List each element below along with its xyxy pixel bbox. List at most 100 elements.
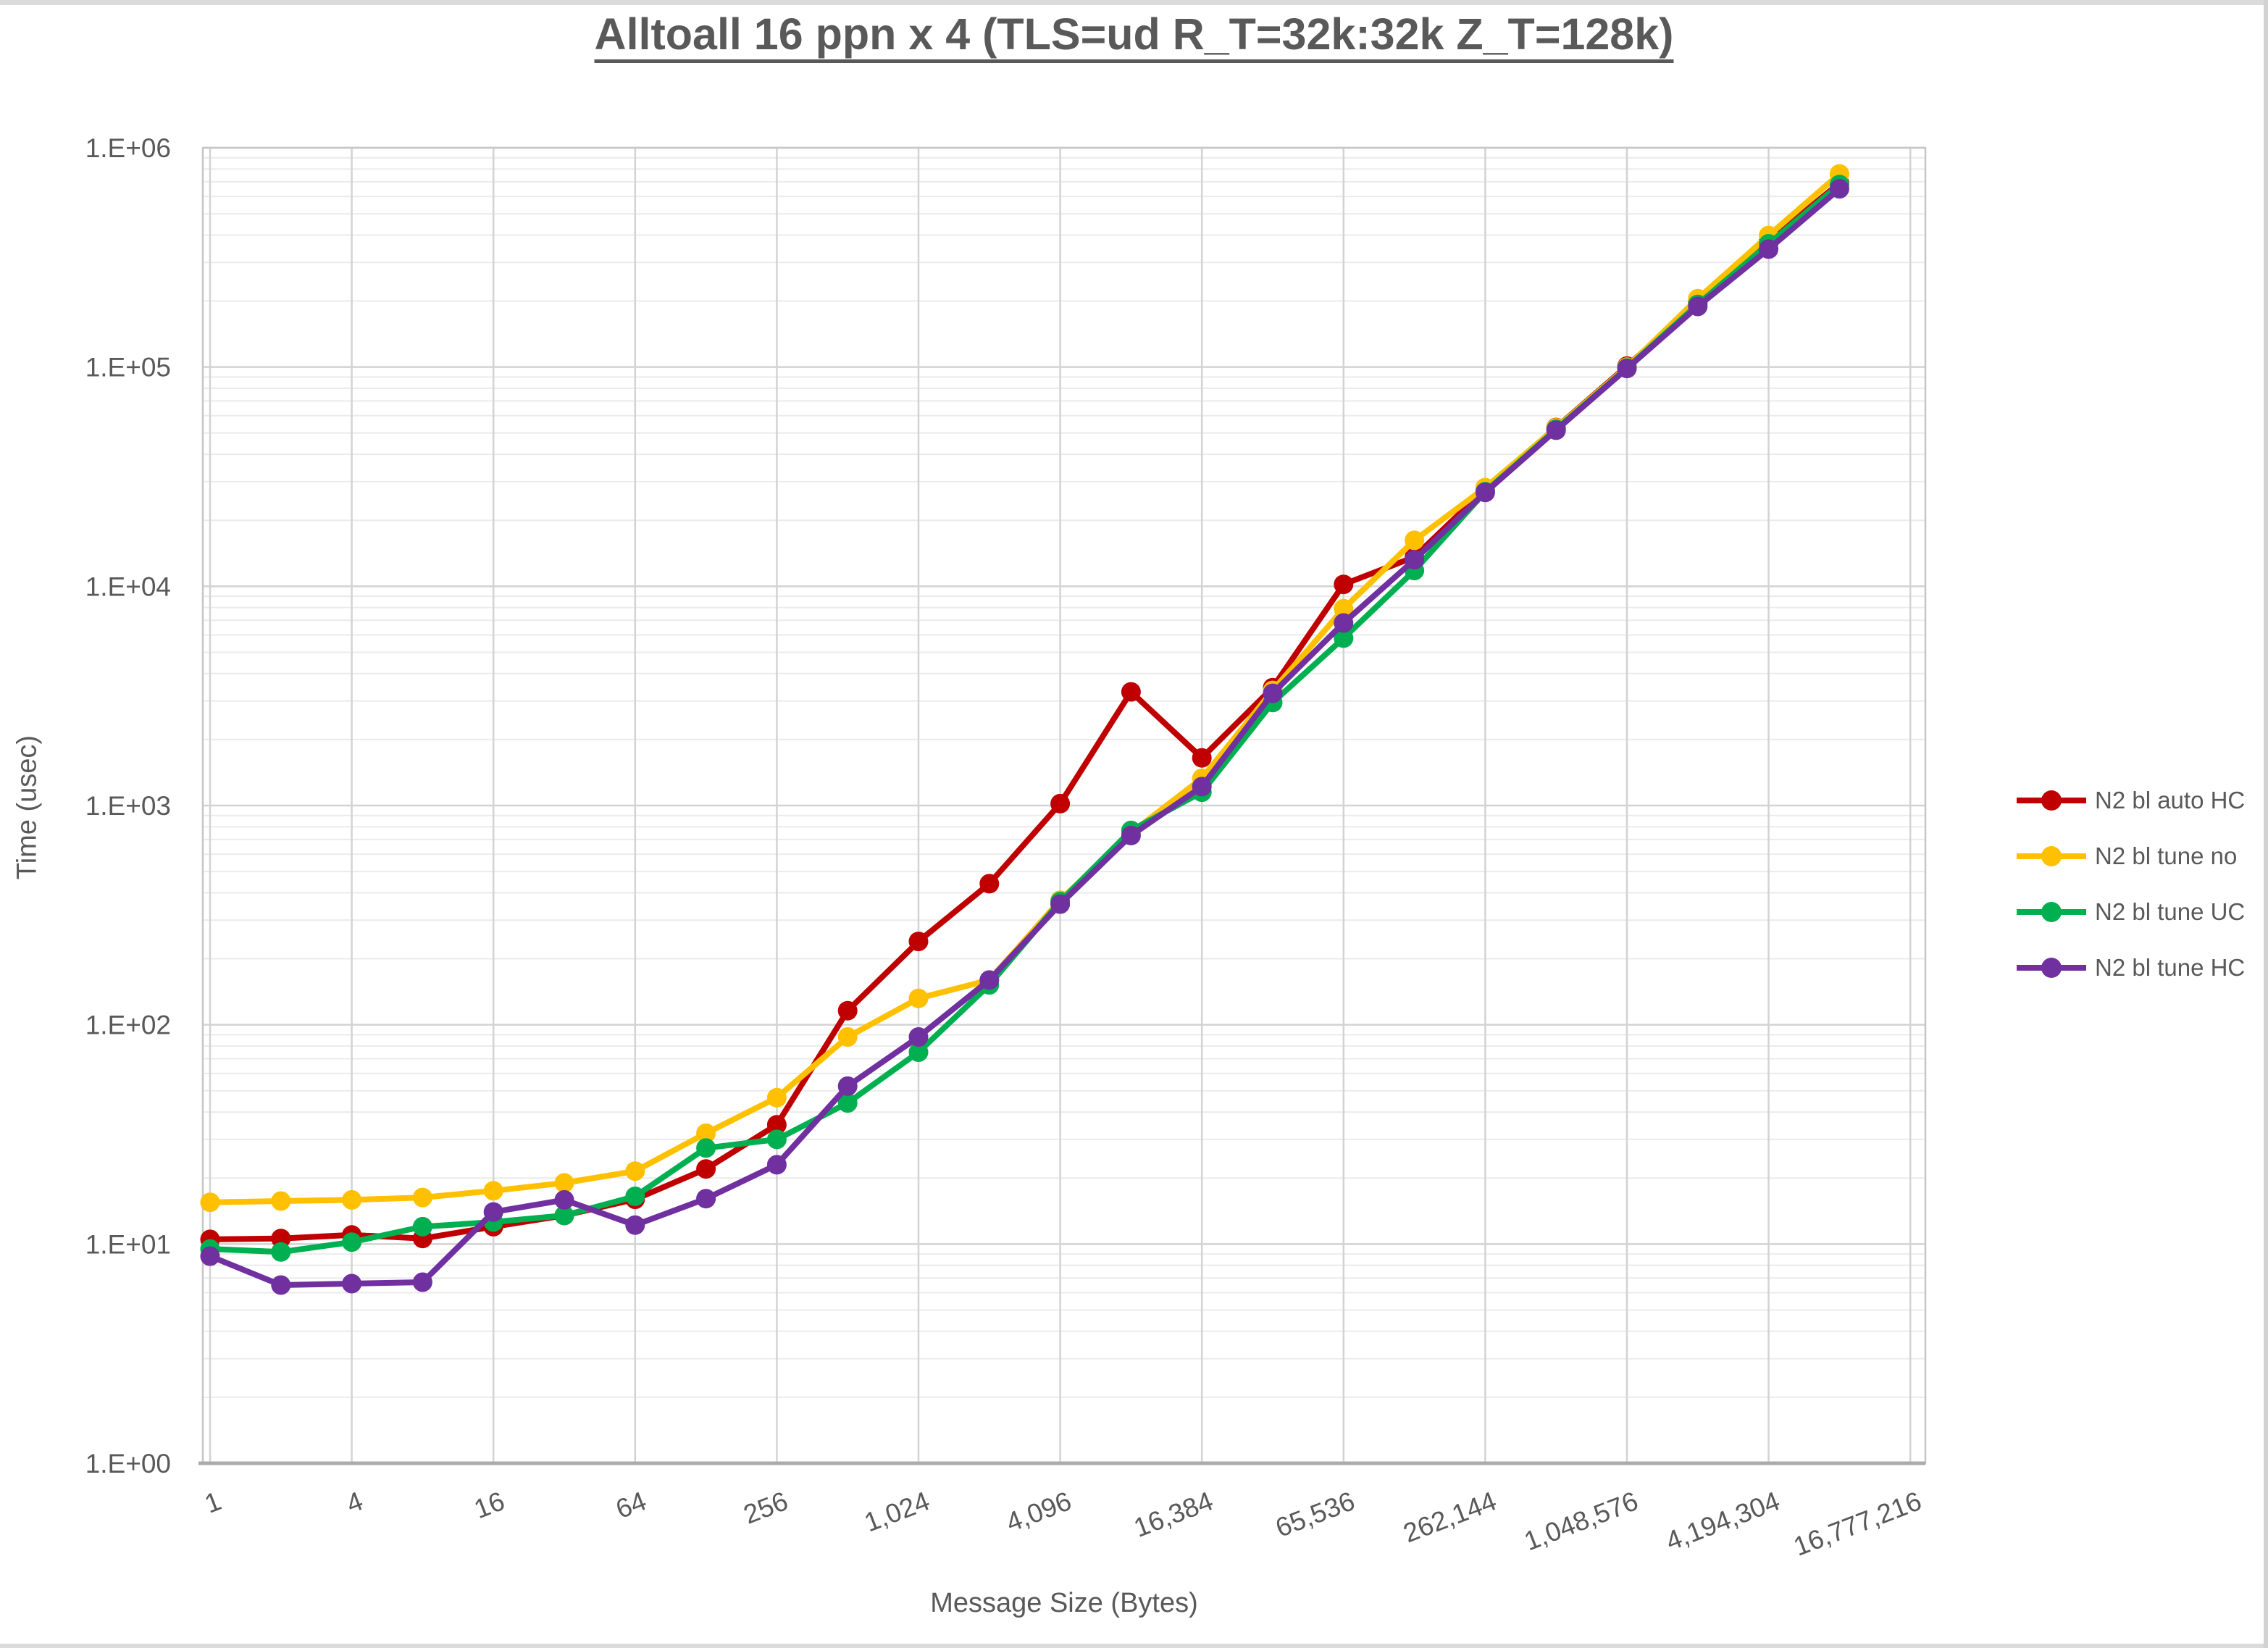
legend-marker-icon bbox=[2017, 957, 2086, 978]
data-point bbox=[908, 988, 929, 1008]
data-point bbox=[1405, 550, 1425, 570]
legend-item-n2-bl-tune-uc: N2 bl tune UC bbox=[2015, 884, 2265, 940]
data-point bbox=[200, 1192, 220, 1213]
data-point bbox=[979, 970, 1000, 990]
data-point bbox=[342, 1273, 362, 1294]
x-tick-label: 16,777,216 bbox=[1789, 1486, 1925, 1562]
data-point bbox=[908, 1042, 929, 1062]
x-tick-label: 1 bbox=[201, 1486, 225, 1519]
data-point bbox=[837, 1093, 858, 1113]
data-point bbox=[766, 1129, 787, 1150]
series-line-n2-bl-tune-hc bbox=[207, 185, 1843, 1288]
data-point bbox=[342, 1189, 362, 1210]
legend-label: N2 bl auto HC bbox=[2095, 786, 2246, 813]
data-point bbox=[625, 1161, 645, 1181]
y-tick-label: 1.E+04 bbox=[85, 572, 171, 601]
data-point bbox=[1829, 179, 1849, 199]
data-point bbox=[483, 1181, 503, 1201]
x-tick-label: 262,144 bbox=[1399, 1486, 1501, 1548]
data-point bbox=[1334, 598, 1354, 619]
data-point bbox=[554, 1173, 574, 1193]
window-edge-bottom bbox=[0, 1644, 2268, 1648]
y-tick-label: 1.E+02 bbox=[85, 1011, 171, 1040]
legend: N2 bl auto HC N2 bl tune no N2 bl tune UC N… bbox=[2015, 772, 2265, 995]
data-point bbox=[696, 1189, 716, 1209]
data-point bbox=[837, 1076, 858, 1096]
x-tick-label: 1,024 bbox=[861, 1486, 934, 1537]
x-tick-label: 16 bbox=[470, 1486, 509, 1524]
legend-label: N2 bl tune UC bbox=[2095, 898, 2246, 925]
legend-label: N2 bl tune HC bbox=[2095, 953, 2246, 981]
legend-item-n2-bl-tune-hc: N2 bl tune HC bbox=[2015, 940, 2265, 995]
y-axis-title: Time (usec) bbox=[12, 735, 43, 880]
x-tick-label: 4,096 bbox=[1002, 1486, 1075, 1537]
series-line-n2-bl-auto-hc bbox=[207, 180, 1843, 1242]
data-point bbox=[1121, 825, 1141, 845]
data-point bbox=[696, 1123, 716, 1143]
data-point bbox=[625, 1187, 645, 1206]
data-point bbox=[1546, 420, 1566, 440]
y-tick-label: 1.E+01 bbox=[85, 1229, 171, 1259]
y-tick-label: 1.E+05 bbox=[85, 353, 171, 382]
data-point bbox=[908, 932, 929, 952]
data-point bbox=[979, 874, 1000, 894]
data-point bbox=[1334, 613, 1354, 633]
data-point bbox=[412, 1216, 432, 1237]
data-point bbox=[696, 1159, 716, 1179]
data-point bbox=[1688, 296, 1708, 317]
legend-item-n2-bl-auto-hc: N2 bl auto HC bbox=[2015, 772, 2265, 828]
data-point bbox=[1263, 683, 1283, 703]
data-point bbox=[554, 1189, 574, 1210]
y-tick-label: 1.E+03 bbox=[85, 791, 171, 821]
window-edge-right bbox=[2264, 0, 2268, 1648]
data-point bbox=[696, 1138, 716, 1158]
data-point bbox=[1192, 748, 1212, 768]
data-point bbox=[837, 1027, 858, 1047]
data-point bbox=[271, 1229, 291, 1249]
legend-marker-icon bbox=[2017, 845, 2086, 866]
data-point bbox=[483, 1202, 503, 1222]
x-tick-label: 4,194,304 bbox=[1662, 1486, 1783, 1556]
x-tick-label: 256 bbox=[740, 1486, 792, 1529]
data-point bbox=[1475, 482, 1495, 503]
data-point bbox=[1334, 574, 1354, 595]
data-point bbox=[1050, 894, 1071, 914]
data-point bbox=[837, 1000, 858, 1021]
data-point bbox=[1334, 628, 1354, 648]
legend-label: N2 bl tune no bbox=[2095, 842, 2238, 869]
data-point bbox=[766, 1087, 787, 1108]
legend-item-n2-bl-tune-no: N2 bl tune no bbox=[2015, 828, 2265, 884]
data-point bbox=[200, 1246, 220, 1266]
data-point bbox=[271, 1242, 291, 1262]
y-tick-label: 1.E+00 bbox=[85, 1449, 171, 1478]
legend-marker-icon bbox=[2017, 790, 2086, 811]
data-point bbox=[1405, 530, 1425, 551]
series-line-n2-bl-tune-uc bbox=[207, 181, 1843, 1255]
data-point bbox=[412, 1187, 432, 1208]
data-point bbox=[271, 1275, 291, 1295]
data-point bbox=[1050, 793, 1071, 813]
x-axis-title: Message Size (Bytes) bbox=[930, 1588, 1198, 1618]
y-tick-label: 1.E+06 bbox=[85, 133, 171, 163]
data-point bbox=[766, 1115, 787, 1135]
data-point bbox=[1121, 682, 1141, 702]
chart-title: Alltoall 16 ppn x 4 (TLS=ud R_T=32k:32k … bbox=[594, 9, 1674, 59]
data-point bbox=[766, 1155, 787, 1175]
x-tick-label: 4 bbox=[343, 1486, 367, 1519]
data-point bbox=[908, 1027, 929, 1047]
window-edge-top bbox=[0, 0, 2268, 5]
series-line-n2-bl-tune-no bbox=[207, 171, 1843, 1205]
data-point bbox=[625, 1215, 645, 1235]
data-point bbox=[1617, 359, 1637, 379]
x-tick-label: 64 bbox=[612, 1486, 650, 1524]
x-tick-label: 65,536 bbox=[1271, 1486, 1358, 1543]
data-point bbox=[554, 1205, 574, 1226]
data-point bbox=[342, 1232, 362, 1252]
x-tick-label: 16,384 bbox=[1130, 1486, 1217, 1543]
data-point bbox=[1759, 239, 1779, 259]
x-tick-label: 1,048,576 bbox=[1520, 1486, 1641, 1556]
data-point bbox=[412, 1272, 432, 1292]
data-point bbox=[271, 1191, 291, 1211]
